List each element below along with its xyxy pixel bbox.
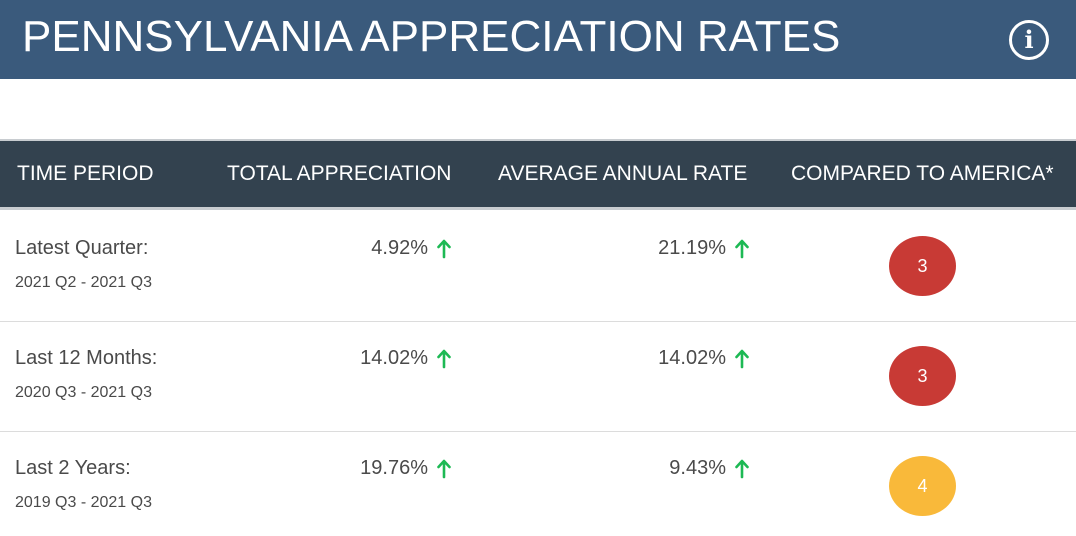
total-appreciation-value: 4.92% bbox=[371, 237, 428, 259]
table-header: TIME PERIOD TOTAL APPRECIATION AVERAGE A… bbox=[0, 139, 1076, 210]
rank-badge[interactable]: 4 bbox=[889, 456, 956, 516]
column-header-time-period: TIME PERIOD bbox=[17, 162, 154, 185]
arrow-up-icon bbox=[437, 349, 451, 369]
page-title: PENNSYLVANIA APPRECIATION RATES bbox=[22, 12, 841, 61]
period-range: 2021 Q2 - 2021 Q3 bbox=[15, 274, 152, 291]
arrow-up-icon bbox=[735, 349, 749, 369]
total-appreciation-value: 19.76% bbox=[360, 457, 428, 479]
rank-badge[interactable]: 3 bbox=[889, 236, 956, 296]
table-row: Last 12 Months: 2020 Q3 - 2021 Q3 14.02% 14… bbox=[0, 322, 1076, 432]
table-row: Latest Quarter: 2021 Q2 - 2021 Q3 4.92% 21.… bbox=[0, 212, 1076, 322]
column-header-total-appreciation: TOTAL APPRECIATION bbox=[227, 162, 452, 185]
period-label: Latest Quarter: bbox=[15, 237, 149, 259]
period-label: Last 12 Months: bbox=[15, 347, 158, 369]
arrow-up-icon bbox=[437, 239, 451, 259]
column-header-compared-to-america: COMPARED TO AMERICA* bbox=[791, 162, 1054, 185]
period-label: Last 2 Years: bbox=[15, 457, 131, 479]
average-annual-rate-value: 21.19% bbox=[658, 237, 726, 259]
average-annual-rate-value: 9.43% bbox=[669, 457, 726, 479]
table-row: Last 2 Years: 2019 Q3 - 2021 Q3 19.76% 9.43… bbox=[0, 432, 1076, 536]
period-range: 2019 Q3 - 2021 Q3 bbox=[15, 494, 152, 511]
rank-badge[interactable]: 3 bbox=[889, 346, 956, 406]
arrow-up-icon bbox=[735, 459, 749, 479]
column-header-average-annual-rate: AVERAGE ANNUAL RATE bbox=[498, 162, 748, 185]
period-range: 2020 Q3 - 2021 Q3 bbox=[15, 384, 152, 401]
info-icon[interactable]: i bbox=[1009, 20, 1049, 60]
total-appreciation-value: 14.02% bbox=[360, 347, 428, 369]
title-bar: PENNSYLVANIA APPRECIATION RATES i bbox=[0, 0, 1076, 79]
average-annual-rate-value: 14.02% bbox=[658, 347, 726, 369]
arrow-up-icon bbox=[437, 459, 451, 479]
arrow-up-icon bbox=[735, 239, 749, 259]
